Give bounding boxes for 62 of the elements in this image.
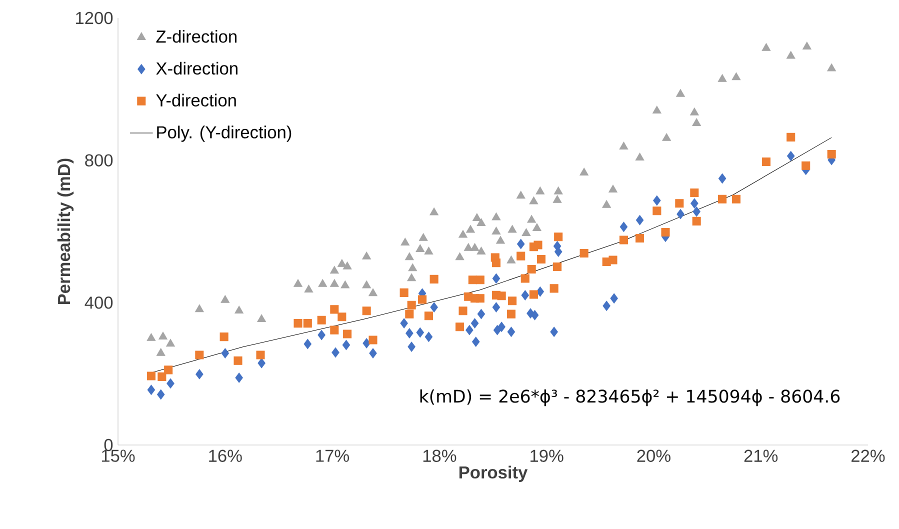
point bbox=[470, 318, 479, 328]
point bbox=[166, 378, 174, 389]
point bbox=[156, 389, 165, 400]
point bbox=[235, 372, 243, 383]
point bbox=[620, 222, 628, 232]
x-tick-label: 16% bbox=[209, 450, 242, 462]
point bbox=[492, 273, 500, 284]
point bbox=[530, 310, 539, 320]
point bbox=[786, 150, 795, 162]
point bbox=[718, 173, 726, 184]
y-tick-label: 0 bbox=[104, 438, 113, 452]
x-axis-title: Porosity bbox=[459, 466, 528, 482]
point bbox=[332, 347, 340, 358]
y-axis-title: Permeability (mD) bbox=[57, 158, 74, 304]
point bbox=[369, 348, 377, 358]
legend-label: Poly. (Y-direction) bbox=[157, 126, 292, 142]
point bbox=[430, 302, 438, 312]
y-tick-label: 800 bbox=[85, 154, 113, 166]
legend-label: Y-direction bbox=[156, 94, 236, 107]
point bbox=[550, 326, 558, 337]
x-tick-label: 15% bbox=[102, 450, 135, 462]
point bbox=[424, 332, 433, 342]
y-tick-label: 400 bbox=[84, 296, 113, 309]
legend-label: X-direction bbox=[156, 62, 238, 75]
point bbox=[221, 348, 230, 358]
point bbox=[602, 300, 610, 311]
y-tick-label: 1200 bbox=[76, 12, 113, 24]
point bbox=[690, 198, 698, 208]
point bbox=[492, 302, 500, 312]
point bbox=[147, 384, 156, 395]
point bbox=[196, 369, 204, 380]
point bbox=[498, 322, 506, 332]
x-tick-label: 19% bbox=[530, 450, 564, 462]
point bbox=[692, 206, 700, 217]
point bbox=[318, 330, 326, 340]
point bbox=[400, 318, 408, 328]
annotation: k(mD) = 2e6*ϕ³ - 823465ϕ² + 145094ϕ - 8604.6 bbox=[420, 389, 840, 406]
point bbox=[466, 324, 474, 336]
x-tick-label: 21% bbox=[744, 450, 778, 462]
point bbox=[304, 338, 312, 350]
point bbox=[554, 246, 562, 257]
point bbox=[416, 327, 424, 338]
point bbox=[408, 342, 416, 352]
point bbox=[362, 338, 370, 348]
point bbox=[406, 328, 414, 338]
point bbox=[610, 293, 618, 304]
x-tick-label: 17% bbox=[316, 450, 350, 462]
point bbox=[536, 286, 544, 297]
point bbox=[653, 195, 661, 206]
point bbox=[521, 290, 530, 300]
point bbox=[258, 358, 266, 368]
point bbox=[636, 215, 644, 226]
point bbox=[507, 326, 516, 337]
point bbox=[472, 336, 480, 347]
legend-label: Z-direction bbox=[156, 30, 236, 43]
point bbox=[676, 208, 684, 220]
x-tick-label: 22% bbox=[852, 450, 885, 462]
point bbox=[477, 308, 486, 320]
point bbox=[342, 340, 350, 350]
x-tick-label: 20% bbox=[637, 450, 670, 462]
x-tick-label: 18% bbox=[423, 450, 456, 462]
point bbox=[516, 238, 525, 250]
